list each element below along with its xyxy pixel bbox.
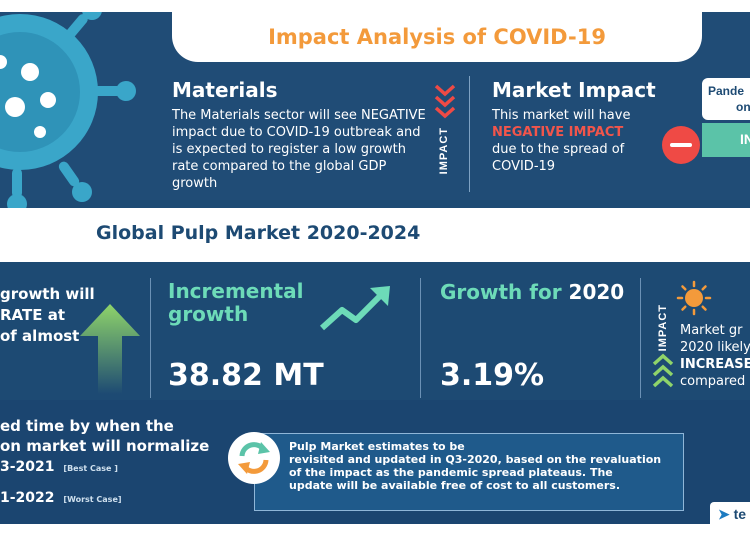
market-growth-increase: INCREASE — [680, 357, 750, 372]
incremental-title: Incremental growth — [168, 280, 304, 326]
worst-case-label: [Worst Case] — [63, 495, 122, 504]
infographic-canvas: Impact Analysis of COVID-19 Materials Th… — [0, 12, 750, 524]
growth-left-line3: of almost — [0, 327, 80, 345]
note-line3: of the impact as the pandemic spread pla… — [289, 466, 613, 479]
growth-left-line2: RATE at — [0, 306, 65, 324]
impact-label: IMPACT — [438, 127, 450, 175]
minus-circle-icon — [662, 126, 700, 164]
market-impact-title: Market Impact — [492, 78, 656, 102]
market-impact-line1: This market will have — [492, 108, 631, 123]
incremental-title-line1: Incremental — [168, 279, 304, 303]
growth-left-line1: growth will — [0, 285, 95, 303]
market-growth-line1: Market gr — [680, 323, 743, 338]
logo-text: te — [733, 506, 747, 522]
update-note: Pulp Market estimates to be revisited an… — [254, 433, 684, 511]
best-case-label: [Best Case ] — [63, 464, 118, 473]
column-divider — [420, 278, 421, 398]
arrow-up-icon — [80, 304, 140, 394]
virus-icon — [0, 12, 136, 214]
sun-icon — [676, 280, 712, 316]
worst-case: 1-2022 [Worst Case] — [0, 490, 122, 506]
incremental-value: 38.82 MT — [168, 358, 324, 393]
global-band — [0, 208, 750, 262]
divider — [469, 76, 470, 192]
market-growth-text: Market gr 2020 likely INCREASE compared — [680, 322, 750, 390]
impact-label: IMPACT — [657, 304, 669, 352]
estimate-line2: on market will normalize — [0, 437, 210, 455]
global-market-title: Global Pulp Market 2020-2024 — [96, 222, 421, 244]
title-banner: Impact Analysis of COVID-19 — [172, 12, 702, 62]
market-impact-line3: due to the spread of COVID-19 — [492, 142, 625, 174]
growth-2020-value: 3.19% — [440, 358, 545, 393]
note-line2: revisited and updated in Q3-2020, based … — [289, 453, 662, 466]
materials-description: The Materials sector will see NEGATIVE i… — [172, 108, 426, 191]
materials-title: Materials — [172, 78, 278, 102]
logo-mark-icon: ➤ — [718, 506, 730, 522]
note-line4: update will be available free of cost to… — [289, 479, 621, 492]
estimate-line1: ed time by when the — [0, 417, 174, 435]
chevron-up-icon — [652, 353, 674, 388]
trend-up-icon — [319, 286, 390, 331]
best-case-value: 3-2021 — [0, 459, 55, 475]
refresh-arrows-icon — [238, 442, 270, 474]
incremental-title-line2: growth — [168, 302, 249, 326]
pandemic-line2: on — [736, 100, 750, 114]
worst-case-value: 1-2022 — [0, 490, 55, 506]
growth-2020-label: Growth for — [440, 280, 562, 304]
refresh-icon — [228, 432, 280, 484]
market-growth-line4: compared — [680, 374, 746, 389]
best-case: 3-2021 [Best Case ] — [0, 459, 118, 475]
pandemic-line1: Pande — [708, 84, 745, 98]
negative-impact-text: NEGATIVE IMPACT — [492, 125, 624, 140]
growth-2020-title: Growth for 2020 — [440, 280, 624, 304]
market-growth-line2: 2020 likely — [680, 340, 750, 355]
column-divider — [640, 278, 641, 398]
column-divider — [150, 278, 151, 398]
growth-2020-year: 2020 — [568, 280, 625, 304]
brand-logo: ➤ te — [710, 502, 750, 524]
pandemic-badge: IN — [702, 123, 750, 157]
note-line1: Pulp Market estimates to be — [289, 440, 465, 453]
page-title: Impact Analysis of COVID-19 — [268, 25, 606, 49]
pandemic-box: Pande on — [702, 78, 750, 120]
chevron-down-icon — [434, 84, 456, 119]
market-impact-description: This market will have NEGATIVE IMPACT du… — [492, 107, 652, 175]
estimate-text: ed time by when the on market will norma… — [0, 416, 209, 456]
growth-left-text: growth will RATE at of almost — [0, 284, 95, 347]
